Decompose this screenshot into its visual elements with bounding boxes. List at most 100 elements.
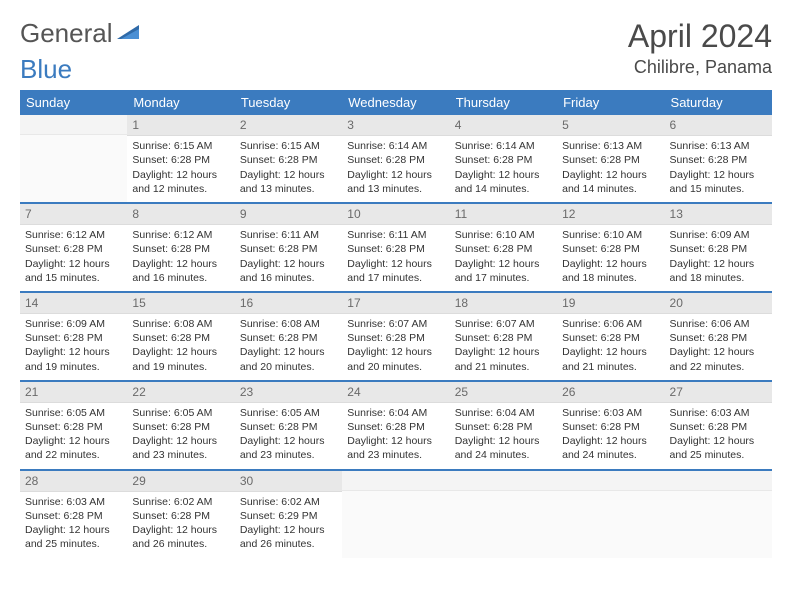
calendar-day-cell: 5Sunrise: 6:13 AMSunset: 6:28 PMDaylight… (557, 115, 664, 203)
daylight-line: Daylight: 12 hours and 15 minutes. (670, 168, 767, 196)
sunrise-line: Sunrise: 6:03 AM (670, 406, 767, 420)
day-number: 23 (235, 382, 342, 403)
daylight-line: Daylight: 12 hours and 22 minutes. (670, 345, 767, 373)
location-label: Chilibre, Panama (628, 57, 772, 78)
sunset-line: Sunset: 6:28 PM (132, 420, 229, 434)
day-number: 3 (342, 115, 449, 136)
day-number: 27 (665, 382, 772, 403)
day-content: Sunrise: 6:05 AMSunset: 6:28 PMDaylight:… (127, 403, 234, 469)
daylight-line: Daylight: 12 hours and 21 minutes. (455, 345, 552, 373)
day-content: Sunrise: 6:09 AMSunset: 6:28 PMDaylight:… (665, 225, 772, 291)
calendar-day-cell: 26Sunrise: 6:03 AMSunset: 6:28 PMDayligh… (557, 381, 664, 470)
daylight-line: Daylight: 12 hours and 18 minutes. (670, 257, 767, 285)
day-number: 24 (342, 382, 449, 403)
weekday-header: Thursday (450, 90, 557, 115)
daylight-line: Daylight: 12 hours and 17 minutes. (455, 257, 552, 285)
title-block: April 2024 Chilibre, Panama (628, 18, 772, 78)
day-number: 21 (20, 382, 127, 403)
day-content: Sunrise: 6:04 AMSunset: 6:28 PMDaylight:… (342, 403, 449, 469)
day-content: Sunrise: 6:05 AMSunset: 6:28 PMDaylight:… (235, 403, 342, 469)
sunrise-line: Sunrise: 6:12 AM (25, 228, 122, 242)
day-number: 22 (127, 382, 234, 403)
day-number: 9 (235, 204, 342, 225)
weekday-header: Wednesday (342, 90, 449, 115)
sunrise-line: Sunrise: 6:07 AM (347, 317, 444, 331)
sunset-line: Sunset: 6:29 PM (240, 509, 337, 523)
sunset-line: Sunset: 6:28 PM (455, 153, 552, 167)
daylight-line: Daylight: 12 hours and 23 minutes. (240, 434, 337, 462)
sunrise-line: Sunrise: 6:02 AM (240, 495, 337, 509)
day-content: Sunrise: 6:12 AMSunset: 6:28 PMDaylight:… (127, 225, 234, 291)
calendar-day-cell: 3Sunrise: 6:14 AMSunset: 6:28 PMDaylight… (342, 115, 449, 203)
daylight-line: Daylight: 12 hours and 16 minutes. (132, 257, 229, 285)
sunset-line: Sunset: 6:28 PM (132, 331, 229, 345)
empty-daynum-bar (450, 471, 557, 491)
day-number: 13 (665, 204, 772, 225)
sunset-line: Sunset: 6:28 PM (347, 331, 444, 345)
logo-text-blue: Blue (20, 54, 72, 85)
calendar-day-cell: 13Sunrise: 6:09 AMSunset: 6:28 PMDayligh… (665, 203, 772, 292)
day-number: 16 (235, 293, 342, 314)
day-content: Sunrise: 6:13 AMSunset: 6:28 PMDaylight:… (557, 136, 664, 202)
calendar-day-cell: 22Sunrise: 6:05 AMSunset: 6:28 PMDayligh… (127, 381, 234, 470)
calendar-day-cell: 1Sunrise: 6:15 AMSunset: 6:28 PMDaylight… (127, 115, 234, 203)
day-content: Sunrise: 6:15 AMSunset: 6:28 PMDaylight:… (235, 136, 342, 202)
sunrise-line: Sunrise: 6:04 AM (455, 406, 552, 420)
sunrise-line: Sunrise: 6:15 AM (240, 139, 337, 153)
calendar-week-row: 14Sunrise: 6:09 AMSunset: 6:28 PMDayligh… (20, 292, 772, 381)
day-content: Sunrise: 6:03 AMSunset: 6:28 PMDaylight:… (557, 403, 664, 469)
daylight-line: Daylight: 12 hours and 22 minutes. (25, 434, 122, 462)
calendar-day-cell: 9Sunrise: 6:11 AMSunset: 6:28 PMDaylight… (235, 203, 342, 292)
daylight-line: Daylight: 12 hours and 19 minutes. (132, 345, 229, 373)
day-number: 1 (127, 115, 234, 136)
daylight-line: Daylight: 12 hours and 24 minutes. (562, 434, 659, 462)
sunset-line: Sunset: 6:28 PM (562, 153, 659, 167)
sunrise-line: Sunrise: 6:14 AM (455, 139, 552, 153)
sunset-line: Sunset: 6:28 PM (455, 420, 552, 434)
day-number: 4 (450, 115, 557, 136)
sunrise-line: Sunrise: 6:04 AM (347, 406, 444, 420)
day-number: 17 (342, 293, 449, 314)
sunset-line: Sunset: 6:28 PM (132, 509, 229, 523)
calendar-day-cell: 14Sunrise: 6:09 AMSunset: 6:28 PMDayligh… (20, 292, 127, 381)
day-content: Sunrise: 6:08 AMSunset: 6:28 PMDaylight:… (127, 314, 234, 380)
weekday-header: Sunday (20, 90, 127, 115)
daylight-line: Daylight: 12 hours and 19 minutes. (25, 345, 122, 373)
sunrise-line: Sunrise: 6:14 AM (347, 139, 444, 153)
sunset-line: Sunset: 6:28 PM (347, 242, 444, 256)
day-number: 14 (20, 293, 127, 314)
daylight-line: Daylight: 12 hours and 26 minutes. (132, 523, 229, 551)
daylight-line: Daylight: 12 hours and 25 minutes. (670, 434, 767, 462)
sunrise-line: Sunrise: 6:05 AM (240, 406, 337, 420)
day-content: Sunrise: 6:14 AMSunset: 6:28 PMDaylight:… (342, 136, 449, 202)
logo-triangle-icon (117, 23, 139, 44)
day-number: 5 (557, 115, 664, 136)
sunrise-line: Sunrise: 6:11 AM (240, 228, 337, 242)
calendar-week-row: 28Sunrise: 6:03 AMSunset: 6:28 PMDayligh… (20, 470, 772, 558)
day-number: 26 (557, 382, 664, 403)
day-content: Sunrise: 6:09 AMSunset: 6:28 PMDaylight:… (20, 314, 127, 380)
day-content: Sunrise: 6:11 AMSunset: 6:28 PMDaylight:… (235, 225, 342, 291)
calendar-day-cell: 17Sunrise: 6:07 AMSunset: 6:28 PMDayligh… (342, 292, 449, 381)
calendar-day-cell: 8Sunrise: 6:12 AMSunset: 6:28 PMDaylight… (127, 203, 234, 292)
calendar-day-cell: 16Sunrise: 6:08 AMSunset: 6:28 PMDayligh… (235, 292, 342, 381)
calendar-day-cell: 24Sunrise: 6:04 AMSunset: 6:28 PMDayligh… (342, 381, 449, 470)
daylight-line: Daylight: 12 hours and 16 minutes. (240, 257, 337, 285)
day-number: 11 (450, 204, 557, 225)
calendar-week-row: 7Sunrise: 6:12 AMSunset: 6:28 PMDaylight… (20, 203, 772, 292)
calendar-day-cell: 11Sunrise: 6:10 AMSunset: 6:28 PMDayligh… (450, 203, 557, 292)
empty-daynum-bar (20, 115, 127, 135)
calendar-table: SundayMondayTuesdayWednesdayThursdayFrid… (20, 90, 772, 558)
calendar-day-cell: 27 Sunrise: 6:03 AMSunset: 6:28 PMDayligh… (665, 381, 772, 470)
day-number: 30 (235, 471, 342, 492)
sunset-line: Sunset: 6:28 PM (670, 420, 767, 434)
calendar-day-cell: 19Sunrise: 6:06 AMSunset: 6:28 PMDayligh… (557, 292, 664, 381)
calendar-day-cell: 4Sunrise: 6:14 AMSunset: 6:28 PMDaylight… (450, 115, 557, 203)
sunrise-line: Sunrise: 6:05 AM (25, 406, 122, 420)
calendar-day-cell: 29Sunrise: 6:02 AMSunset: 6:28 PMDayligh… (127, 470, 234, 558)
daylight-line: Daylight: 12 hours and 20 minutes. (240, 345, 337, 373)
day-number: 20 (665, 293, 772, 314)
calendar-day-cell: 10Sunrise: 6:11 AMSunset: 6:28 PMDayligh… (342, 203, 449, 292)
day-content: Sunrise: 6:14 AMSunset: 6:28 PMDaylight:… (450, 136, 557, 202)
day-content: Sunrise: 6:04 AMSunset: 6:28 PMDaylight:… (450, 403, 557, 469)
